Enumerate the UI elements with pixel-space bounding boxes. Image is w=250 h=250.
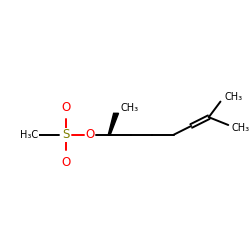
Text: O: O (62, 156, 71, 168)
Text: CH₃: CH₃ (121, 104, 139, 114)
Text: CH₃: CH₃ (224, 92, 242, 102)
Text: O: O (62, 101, 71, 114)
Text: S: S (63, 128, 70, 141)
Polygon shape (108, 113, 118, 135)
Text: H₃C: H₃C (20, 130, 38, 140)
Text: O: O (85, 128, 94, 141)
Text: CH₃: CH₃ (232, 123, 250, 133)
